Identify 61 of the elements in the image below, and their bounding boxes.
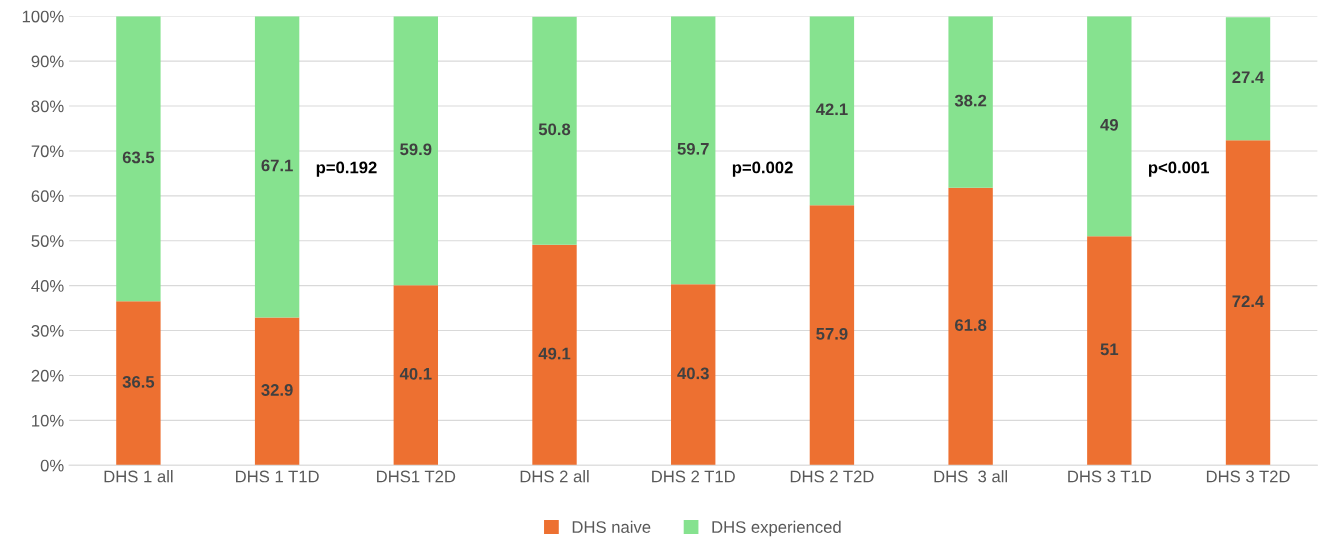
bar: [254, 16, 300, 318]
y-tick-label: 80%: [31, 100, 64, 113]
data-label: 49.1: [538, 347, 571, 360]
y-tick-label: 20%: [31, 369, 64, 382]
x-tick-label: DHS 1 all: [104, 470, 173, 483]
bar: [393, 285, 438, 466]
data-label: 72.4: [1232, 295, 1265, 308]
x-tick-label: DHS 3 T2D: [1206, 470, 1290, 483]
bar: [532, 16, 577, 245]
data-label: 63.5: [122, 151, 155, 164]
bar: [254, 317, 300, 466]
legend-label: DHS naive: [572, 520, 651, 533]
data-label: 42.1: [815, 103, 848, 116]
annotation: p=0.192: [316, 161, 377, 177]
annotation: p<0.001: [1148, 161, 1210, 177]
y-tick-label: 70%: [31, 145, 64, 158]
bar: [671, 284, 716, 466]
y-tick-label: 60%: [31, 190, 64, 203]
annotation: p=0.002: [732, 161, 793, 177]
x-tick-label: DHS 1 T1D: [236, 470, 319, 483]
y-tick-label: 10%: [32, 414, 64, 427]
data-label: 59.7: [677, 142, 709, 155]
data-label: 59.9: [400, 143, 432, 156]
y-tick-label: 100%: [22, 10, 64, 23]
data-label: 40.3: [677, 367, 709, 380]
legend-label: DHS experienced: [712, 520, 841, 537]
y-tick-label: 40%: [31, 280, 64, 292]
data-label: 49: [1100, 118, 1118, 131]
y-tick-label: 30%: [31, 324, 64, 337]
bar: [1087, 236, 1132, 466]
bar: [809, 16, 855, 206]
x-tick-label: DHS1 T2D: [377, 470, 456, 483]
x-tick-label: DHS 3 all: [934, 470, 1008, 483]
bar: [532, 244, 577, 466]
data-label: 36.5: [122, 375, 155, 388]
data-label: 51: [1100, 343, 1119, 356]
bar: [948, 16, 993, 188]
bar: [116, 16, 161, 302]
bar: [116, 301, 161, 466]
data-label: 50.8: [538, 123, 571, 136]
x-tick-label: DHS 2 T1D: [652, 470, 735, 483]
bar: [671, 16, 716, 285]
x-tick-label: DHS 2 T2D: [790, 470, 874, 483]
bar: [948, 187, 993, 466]
data-label: 57.9: [816, 327, 848, 340]
data-label: 67.1: [261, 159, 293, 172]
x-tick-label: DHS 3 T1D: [1068, 470, 1151, 483]
data-label: 38.2: [954, 94, 987, 107]
y-tick-label: 50%: [31, 235, 64, 247]
data-label: 27.4: [1232, 71, 1265, 83]
data-label: 61.8: [955, 319, 987, 331]
bar: [809, 205, 855, 466]
bar: [1225, 17, 1271, 141]
bar: [1225, 140, 1271, 466]
data-label: 40.1: [399, 367, 432, 380]
data-label: 32.9: [261, 384, 293, 396]
y-tick-label: 0%: [40, 459, 64, 472]
x-tick-label: DHS 2 all: [520, 470, 589, 483]
y-tick-label: 90%: [31, 55, 64, 68]
bar: [393, 16, 438, 286]
bar: [1087, 16, 1132, 237]
